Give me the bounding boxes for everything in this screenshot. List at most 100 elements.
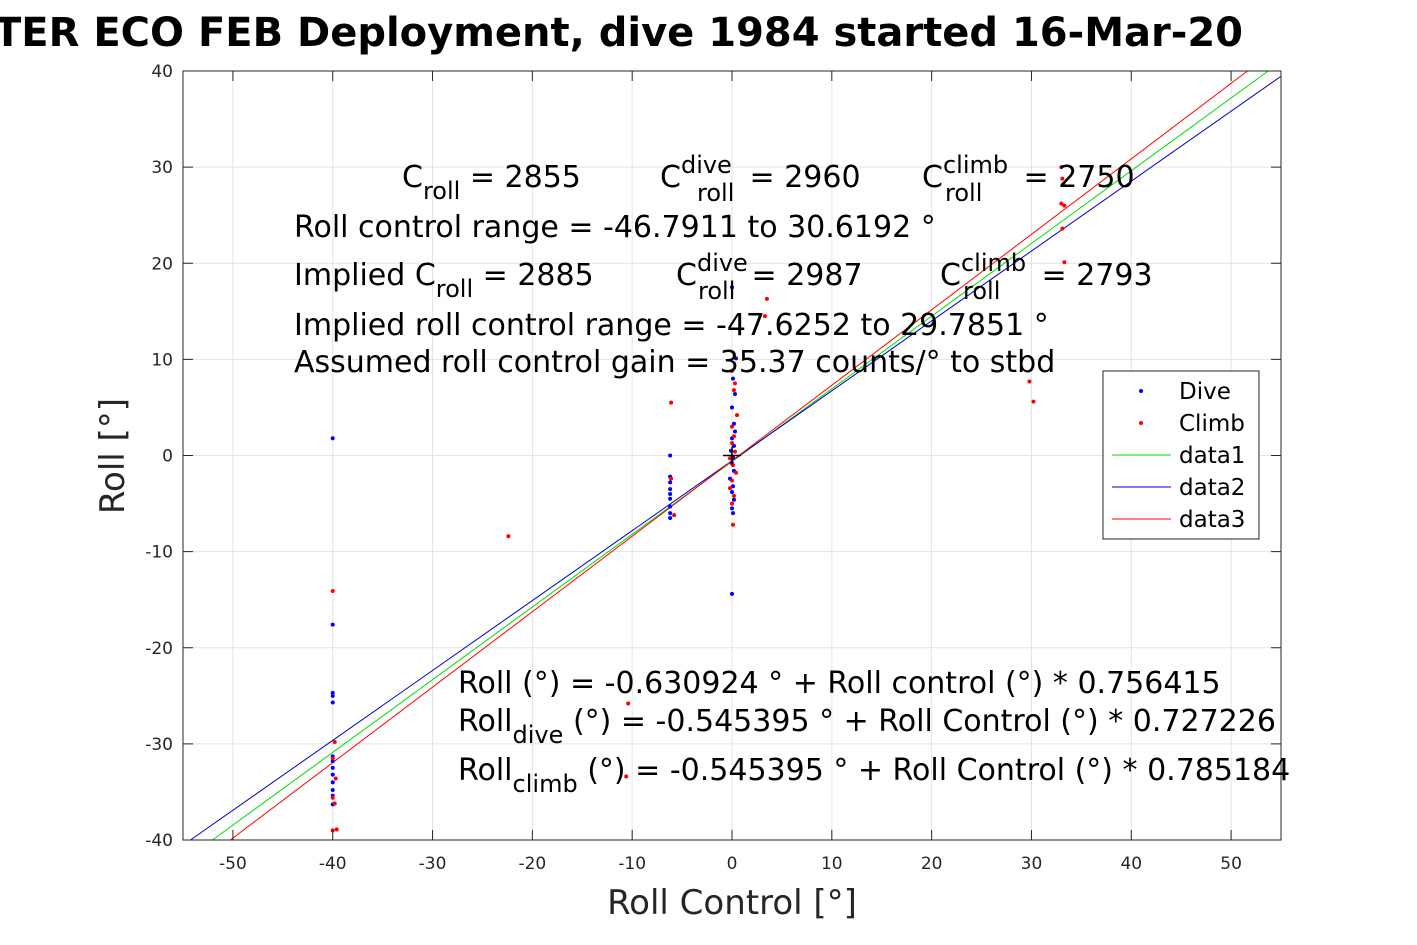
x-tick-label: -20 [518,854,546,874]
y-tick-label: 40 [151,62,173,82]
legend-label-data2: data2 [1179,475,1245,501]
annotation-c-roll-dive: Cdive roll = 2960 [660,151,861,207]
x-axis-label: Roll Control [°] [607,883,857,923]
y-tick-label: 10 [151,350,173,370]
point-dive [730,591,734,596]
annotation-c-roll-climb: Cclimb roll = 2750 [922,151,1135,207]
point-dive [330,700,335,705]
point-climb [333,776,338,781]
point-dive [730,376,735,381]
x-tick-label: -10 [618,854,646,874]
point-climb [1060,226,1065,231]
x-tick-label: -40 [319,854,347,874]
point-dive [330,780,335,785]
point-climb [1061,182,1066,187]
point-dive [668,496,673,501]
point-climb [730,441,734,446]
point-dive [732,391,737,396]
point-climb [731,434,736,439]
point-climb [1031,399,1036,404]
annotation-c-roll: Croll = 2855 [402,160,581,205]
point-dive [668,480,673,485]
point-climb [624,774,629,779]
point-dive [330,772,335,777]
x-tick-label: 40 [1120,854,1142,874]
point-dive [330,436,335,441]
point-dive [330,765,335,770]
legend-label-climb: Climb [1179,411,1245,437]
annotation-control-gain: Assumed roll control gain = 35.37 counts… [294,345,1055,380]
point-dive [730,484,735,489]
point-climb [1060,176,1065,181]
point-climb [731,493,736,498]
y-tick-label: 30 [151,158,173,178]
point-climb [669,400,674,405]
point-climb [733,470,738,475]
legend-marker-dive [1139,389,1143,393]
x-tick-label: 50 [1220,854,1242,874]
point-climb [1059,165,1064,170]
legend-label-dive: Dive [1179,379,1231,405]
point-dive [330,690,335,695]
chart-title: TER ECO FEB Deployment, dive 1984 starte… [0,10,1243,56]
data-points [330,165,1067,833]
point-climb [764,296,769,301]
annotation-implied-range: Implied roll control range = -47.6252 to… [294,308,1049,343]
point-dive [668,453,673,458]
x-tick-label: -50 [219,854,247,874]
point-climb [334,827,339,832]
point-dive [730,511,735,516]
annotation-implied-c-roll-climb: Cclimb roll = 2793 [940,249,1153,305]
point-dive [668,504,673,509]
point-climb [728,486,733,491]
point-climb [626,701,631,706]
point-dive [668,491,673,496]
x-tick-label: 20 [921,854,943,874]
point-dive [730,490,734,495]
point-climb [1062,203,1067,208]
legend-marker-climb [1139,421,1143,425]
point-climb [731,388,736,393]
annotation-implied-c-roll-dive: Cdive roll = 2987 [676,249,863,305]
y-tick-label: 20 [151,254,173,274]
point-dive [730,506,734,511]
y-axis-label: Roll [°] [93,398,133,514]
point-dive [732,429,737,434]
fit-equation-dive: Rolldive (°) = -0.545395 ° + Roll Contro… [458,704,1276,749]
point-dive [330,693,335,698]
point-climb [669,476,674,481]
point-climb [730,424,734,429]
point-climb [506,534,511,539]
point-climb [728,456,733,461]
x-tick-label: 30 [1021,854,1043,874]
point-dive [733,356,738,361]
point-climb [762,314,767,319]
annotation-implied-c-roll: Implied Croll = 2885 [294,258,594,303]
origin-crosshair [723,446,741,465]
axis-ticks: -50 -40 -30 -20 -10 0 10 20 30 40 50 -40 -30 -20 -10 0 1… [145,62,1281,874]
annotation-roll-control-range: Roll control range = -46.7911 to 30.6192… [294,210,936,245]
point-dive [330,788,335,793]
x-tick-label: -30 [419,854,447,874]
y-tick-label: -10 [145,543,173,563]
point-climb [1027,379,1032,384]
point-dive [731,421,736,426]
fit-equation-all: Roll (°) = -0.630924 ° + Roll control (°… [458,666,1221,701]
point-climb [1059,201,1064,206]
y-tick-label: -20 [145,639,173,659]
point-dive [731,443,736,448]
fit-equation-climb: Rollclimb (°) = -0.545395 ° + Roll Contr… [458,753,1290,798]
x-tick-label: 10 [821,854,843,874]
y-tick-label: -30 [145,735,173,755]
point-dive [330,622,335,627]
legend: Dive Climb data1 data2 data3 [1102,370,1260,540]
point-climb [730,478,734,483]
point-dive [330,759,335,764]
legend-label-data3: data3 [1179,507,1245,533]
point-climb [330,795,335,800]
point-climb [734,413,739,418]
point-dive [731,497,736,502]
point-climb [732,449,737,454]
y-tick-label: -40 [145,831,173,851]
